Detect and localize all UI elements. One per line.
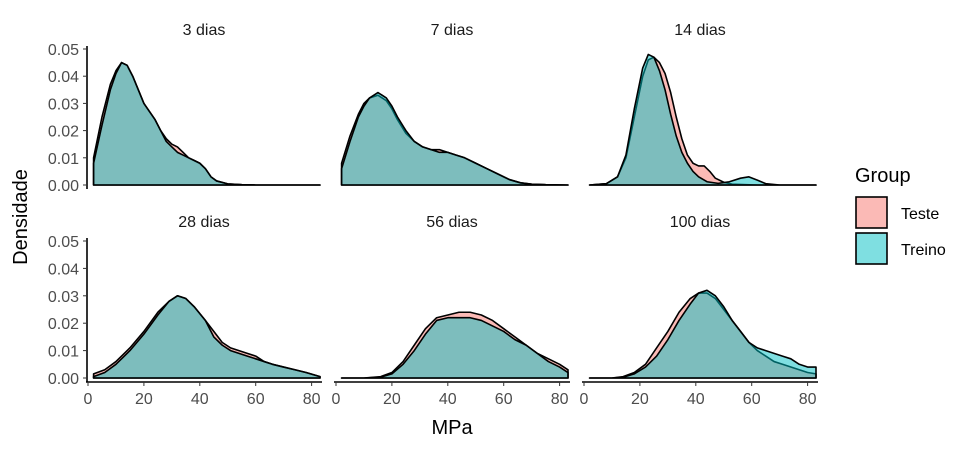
- density-area-treino: [92, 61, 321, 186]
- y-tick-label: 0.00: [48, 371, 79, 388]
- y-axis-title: Densidade: [10, 169, 32, 265]
- y-tick-label: 0.03: [48, 96, 79, 113]
- x-axis-title: MPa: [431, 417, 473, 439]
- facet-title: 28 dias: [178, 214, 230, 231]
- facet-panel: 28 dias 0.00 0.01 0.02 0.03 0.04 0.05 0 20 40 60 80: [48, 214, 322, 408]
- facet-title: 56 dias: [426, 214, 478, 231]
- legend-item: Treino: [855, 232, 946, 265]
- facet-title: 100 dias: [670, 214, 731, 231]
- x-tick-label: 20: [383, 391, 401, 408]
- density-area-treino: [92, 295, 321, 379]
- facet-panel: 56 dias 0 20 40 60 80: [332, 214, 570, 408]
- legend-item: Teste: [855, 196, 939, 229]
- facet-title: 7 dias: [431, 22, 474, 39]
- x-tick-label: 60: [495, 391, 513, 408]
- y-tick-label: 0.02: [48, 316, 79, 333]
- x-tick-label: 80: [551, 391, 569, 408]
- x-tick-label: 40: [687, 391, 705, 408]
- facet-title: 14 dias: [674, 22, 726, 39]
- y-tick-label: 0.03: [48, 289, 79, 306]
- x-tick-label: 60: [743, 391, 761, 408]
- legend-swatch: [855, 196, 888, 229]
- y-tick-label: 0.04: [48, 69, 79, 86]
- x-tick-label: 0: [580, 391, 589, 408]
- y-tick-label: 0.05: [48, 42, 79, 59]
- legend-items: Teste Treino: [855, 196, 946, 265]
- legend-label: Treino: [901, 242, 946, 259]
- density-area-treino: [588, 289, 817, 379]
- y-tick-label: 0.05: [48, 234, 79, 251]
- facet-panel: 3 dias 0.00 0.01 0.02 0.03 0.04 0.05: [48, 22, 321, 195]
- x-tick-label: 40: [439, 391, 457, 408]
- facets: 3 dias 0.00 0.01 0.02 0.03 0.04 0.05 7 dias 14 d…: [48, 22, 818, 408]
- facet-title: 3 dias: [183, 22, 226, 39]
- facet-panel: 100 dias 0 20 40 60 80: [580, 214, 818, 408]
- x-tick-label: 0: [332, 391, 341, 408]
- legend-swatch: [855, 232, 888, 265]
- x-tick-label: 80: [799, 391, 817, 408]
- density-area-treino: [340, 91, 569, 186]
- y-tick-label: 0.00: [48, 178, 79, 195]
- facet-panel: 14 dias: [588, 22, 817, 186]
- x-tick-label: 60: [247, 391, 265, 408]
- y-tick-label: 0.04: [48, 261, 79, 278]
- legend-label: Teste: [901, 206, 939, 223]
- facet-panel: 7 dias: [340, 22, 569, 186]
- y-tick-label: 0.02: [48, 124, 79, 141]
- y-tick-label: 0.01: [48, 151, 79, 168]
- x-tick-label: 40: [191, 391, 209, 408]
- density-area-treino: [340, 316, 569, 379]
- y-tick-label: 0.01: [48, 344, 79, 361]
- x-tick-label: 80: [303, 391, 321, 408]
- x-tick-label: 20: [135, 391, 153, 408]
- legend-title: Group: [855, 165, 911, 187]
- legend: Group Teste Treino: [855, 165, 946, 265]
- x-tick-label: 0: [84, 391, 93, 408]
- x-tick-label: 20: [631, 391, 649, 408]
- density-area-treino: [588, 53, 817, 186]
